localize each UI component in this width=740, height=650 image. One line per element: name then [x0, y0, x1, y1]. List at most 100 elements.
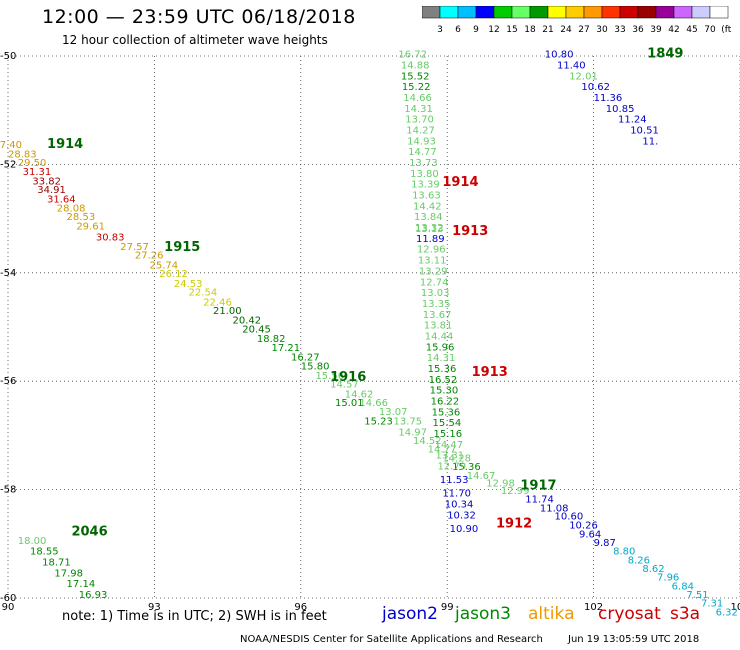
x-tick-label: 99 [441, 602, 454, 613]
track-track-a: 27.4028.8329.5031.3133.8234.9131.6428.08… [0, 140, 738, 618]
wave-height-value: 14.31 [427, 353, 456, 364]
x-tick-label: 102 [584, 602, 603, 613]
colorbar-label: 6 [455, 25, 461, 35]
wave-height-value: 22.46 [203, 297, 232, 308]
wave-height-value: 10.51 [630, 126, 659, 137]
wave-height-value: 17.14 [67, 579, 96, 590]
wave-height-value: 14.88 [401, 60, 430, 71]
wave-height-value: 25.74 [150, 260, 179, 271]
wave-height-value: 14.47 [435, 440, 464, 451]
x-tick-label: 90 [2, 602, 15, 613]
wave-height-value: 9.64 [579, 529, 601, 540]
wave-height-value: 27.57 [120, 242, 149, 253]
wave-height-value: 14.52 [413, 436, 442, 447]
wave-height-value: 18.71 [42, 557, 71, 568]
wave-height-value: 6.84 [672, 581, 694, 592]
wave-height-value: 13.67 [423, 310, 452, 321]
wave-height-value: 13.32 [415, 223, 444, 234]
wave-height-value: 14.67 [467, 471, 496, 482]
wave-height-value: 31.31 [23, 167, 52, 178]
wave-height-value: 12.74 [420, 277, 449, 288]
y-tick-label: -52 [0, 159, 16, 170]
wave-height-value: 14.77 [408, 147, 437, 158]
wave-height-value: 14.57 [330, 380, 359, 391]
wave-height-value: 15.16 [434, 429, 463, 440]
wave-height-value: 14.44 [425, 331, 454, 342]
wave-height-value: 15.22 [402, 82, 431, 93]
y-tick-label: -54 [0, 268, 16, 279]
colorbar-label: 27 [578, 25, 589, 35]
wave-height-value: 16.27 [291, 353, 320, 364]
wave-height-value: 11. [642, 136, 658, 147]
wave-height-value: 6.32 [716, 607, 738, 618]
wave-height-value: 18.55 [30, 547, 59, 558]
wave-height-value: 24.53 [174, 279, 203, 290]
colorbar-label: 33 [614, 25, 625, 35]
footer-timestamp: Jun 19 13:05:59 UTC 2018 [568, 634, 700, 645]
colorbar-label: 3 [437, 25, 443, 35]
wave-height-value: 18.00 [18, 536, 47, 547]
page-title: 12:00 — 23:59 UTC 06/18/2018 [42, 6, 356, 28]
wave-height-value: 10.85 [606, 104, 635, 115]
pass-time-label: 1917 [520, 479, 556, 494]
satellite-altika: altika [528, 604, 575, 624]
wave-height-value: 27.40 [0, 140, 22, 151]
wave-height-value: 11.24 [618, 115, 647, 126]
colorbar-label: 45 [686, 25, 697, 35]
wave-height-value: 13.13 [415, 224, 444, 235]
wave-height-value: 9.87 [594, 538, 616, 549]
colorbar-label: 9 [473, 25, 479, 35]
wave-height-value: 11.89 [416, 234, 445, 245]
wave-height-value: 13.80 [410, 169, 439, 180]
wave-height-value: 11.08 [540, 503, 569, 514]
colorbar-label: 39 [650, 25, 662, 35]
wave-height-value: 11.70 [442, 489, 471, 500]
wave-height-value: 16.52 [429, 375, 458, 386]
wave-height-value: 26.12 [159, 269, 188, 280]
wave-height-value: 12.96 [417, 245, 446, 256]
y-tick-label: -58 [0, 485, 16, 496]
wave-height-value: 13.07 [379, 407, 408, 418]
wave-height-value: 18.82 [257, 334, 286, 345]
satellite-s3a: s3a [670, 604, 701, 624]
wave-height-value: 30.83 [96, 232, 125, 243]
wave-height-value: 21.00 [213, 306, 242, 317]
x-tick-label: 96 [294, 602, 307, 613]
colorbar-label: 18 [524, 25, 536, 35]
satellite-jason3: jason3 [455, 604, 511, 624]
wave-height-value: 10.80 [545, 50, 574, 61]
wave-height-value: 20.42 [232, 316, 261, 327]
wave-height-value: 8.26 [628, 555, 650, 566]
wave-height-value: 7.51 [686, 590, 708, 601]
pass-time-label: 1913 [452, 224, 488, 239]
track-track-b: 16.7214.8815.5215.2214.6614.3113.7014.27… [398, 50, 478, 535]
pass-time-label: 1915 [164, 240, 200, 255]
y-tick-label: -56 [0, 376, 16, 387]
wave-height-value: 13.81 [424, 321, 453, 332]
wave-height-value: 14.93 [407, 136, 436, 147]
colorbar-swatch [709, 6, 729, 19]
wave-height-value: 17.98 [54, 568, 83, 579]
wave-height-value: 14.97 [398, 427, 427, 438]
wave-height-value: 10.34 [445, 499, 474, 510]
x-tick-label: 93 [148, 602, 161, 613]
wave-height-value: 13.35 [422, 299, 451, 310]
colorbar-label: 24 [560, 25, 572, 35]
x-tick-label: 105 [730, 602, 740, 613]
wave-height-value: 10.26 [569, 521, 598, 532]
wave-height-value: 15.36 [432, 407, 461, 418]
wave-height-value: 14.42 [413, 201, 442, 212]
wave-height-value: 33.82 [32, 176, 61, 187]
wave-height-value: 15.54 [433, 418, 462, 429]
wave-height-value: 7.31 [701, 599, 723, 610]
pass-time-label: 1914 [442, 175, 478, 190]
wave-height-value: 13.39 [411, 180, 440, 191]
wave-height-value: 14.77 [428, 445, 457, 456]
wave-height-value: 8.80 [613, 547, 635, 558]
pass-time-label: 2046 [71, 525, 107, 540]
wave-height-value: 13.63 [412, 191, 441, 202]
wave-height-value: 15.96 [426, 342, 455, 353]
pass-time-label: 1916 [330, 370, 366, 385]
